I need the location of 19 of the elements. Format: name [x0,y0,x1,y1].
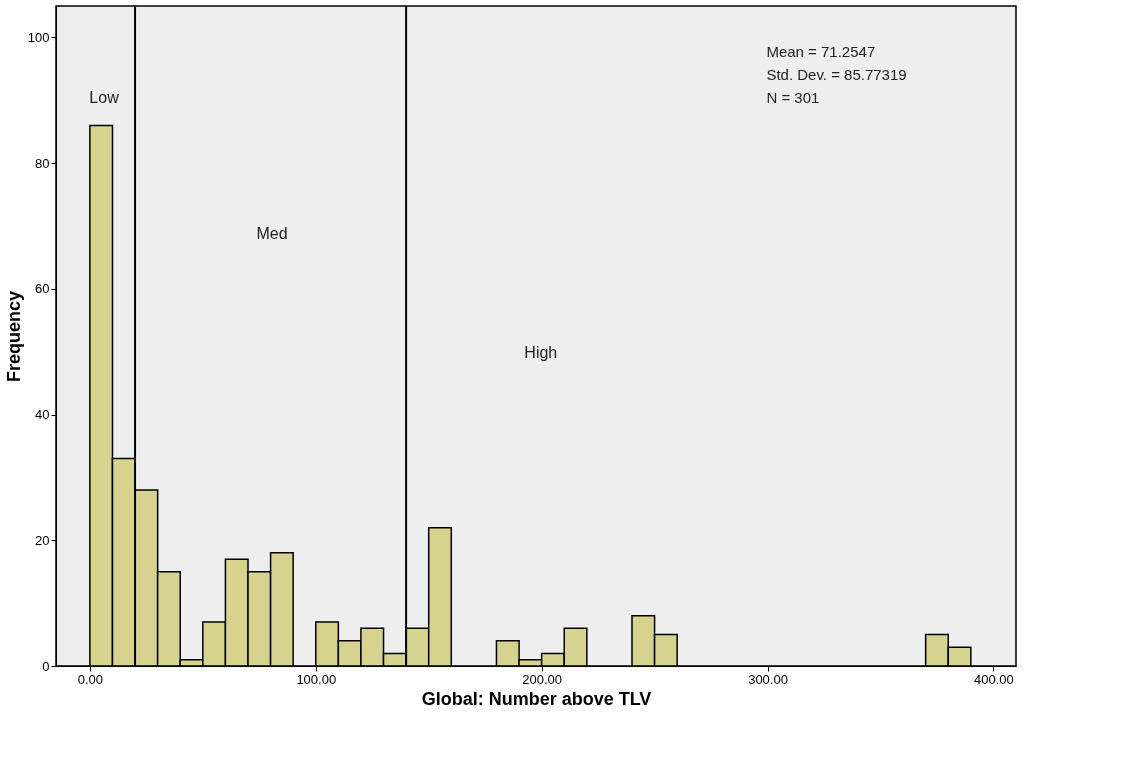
x-tick-label: 200.00 [522,671,563,687]
y-tick-label: 40 [35,407,50,423]
y-tick-label: 60 [35,281,50,297]
annotation: Low [89,89,120,107]
y-axis-title: Frequency [3,290,24,383]
y-tick-label: 100 [27,29,50,45]
x-tick-label: 400.00 [974,671,1014,687]
y-tick-label: 0 [42,658,50,674]
y-tick-label: 80 [35,155,50,171]
x-tick-label: 300.00 [748,671,788,687]
annotation: Std. Dev. = 85.77319 [766,66,907,84]
x-axis-title: Global: Number above TLV [421,688,652,709]
annotation: High [524,343,558,361]
x-tick-label: 100.00 [296,671,337,687]
x-tick-label: 0.00 [77,671,104,687]
annotation: N = 301 [766,89,820,107]
y-tick-label: 20 [35,532,50,548]
annotation: Med [256,224,288,242]
annotation: Mean = 71.2547 [766,43,876,61]
